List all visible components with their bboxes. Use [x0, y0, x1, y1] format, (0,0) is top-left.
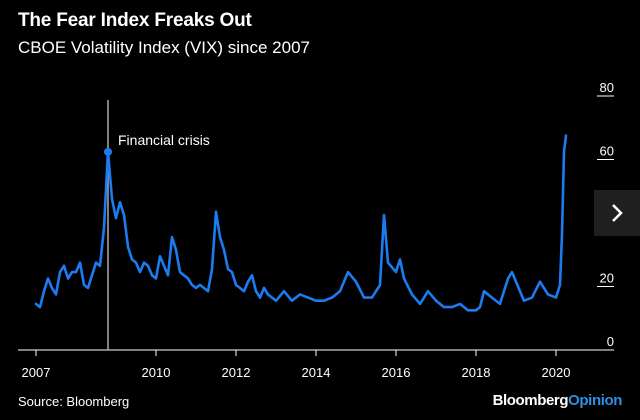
- vix-series-line: [34, 134, 568, 312]
- x-tick-label: 2018: [462, 365, 491, 380]
- x-tick-label: 2007: [22, 365, 51, 380]
- brand-bloomberg: Bloomberg: [492, 392, 569, 409]
- chart-subtitle: CBOE Volatility Index (VIX) since 2007: [18, 38, 310, 57]
- source-note: Source: Bloomberg: [18, 394, 130, 409]
- y-tick-label: 80: [600, 80, 614, 95]
- x-tick-label: 2016: [382, 365, 411, 380]
- x-tick-label: 2010: [142, 365, 171, 380]
- brand-opinion: Opinion: [568, 392, 622, 409]
- x-tick-label: 2014: [302, 365, 331, 380]
- y-tick-label: 60: [600, 144, 614, 159]
- x-tick-label: 2012: [222, 365, 251, 380]
- chart-title: The Fear Index Freaks Out: [18, 10, 252, 31]
- chevron-right-icon: [612, 204, 623, 222]
- next-chart-button[interactable]: [594, 190, 640, 236]
- bloomberg-opinion-logo: BloombergOpinion: [492, 392, 623, 409]
- y-tick-label: 0: [607, 334, 614, 349]
- y-tick-label: 20: [600, 271, 614, 286]
- crisis-point-marker: [104, 147, 112, 156]
- crisis-annotation-label: Financial crisis: [118, 132, 210, 148]
- x-tick-label: 2020: [542, 365, 571, 380]
